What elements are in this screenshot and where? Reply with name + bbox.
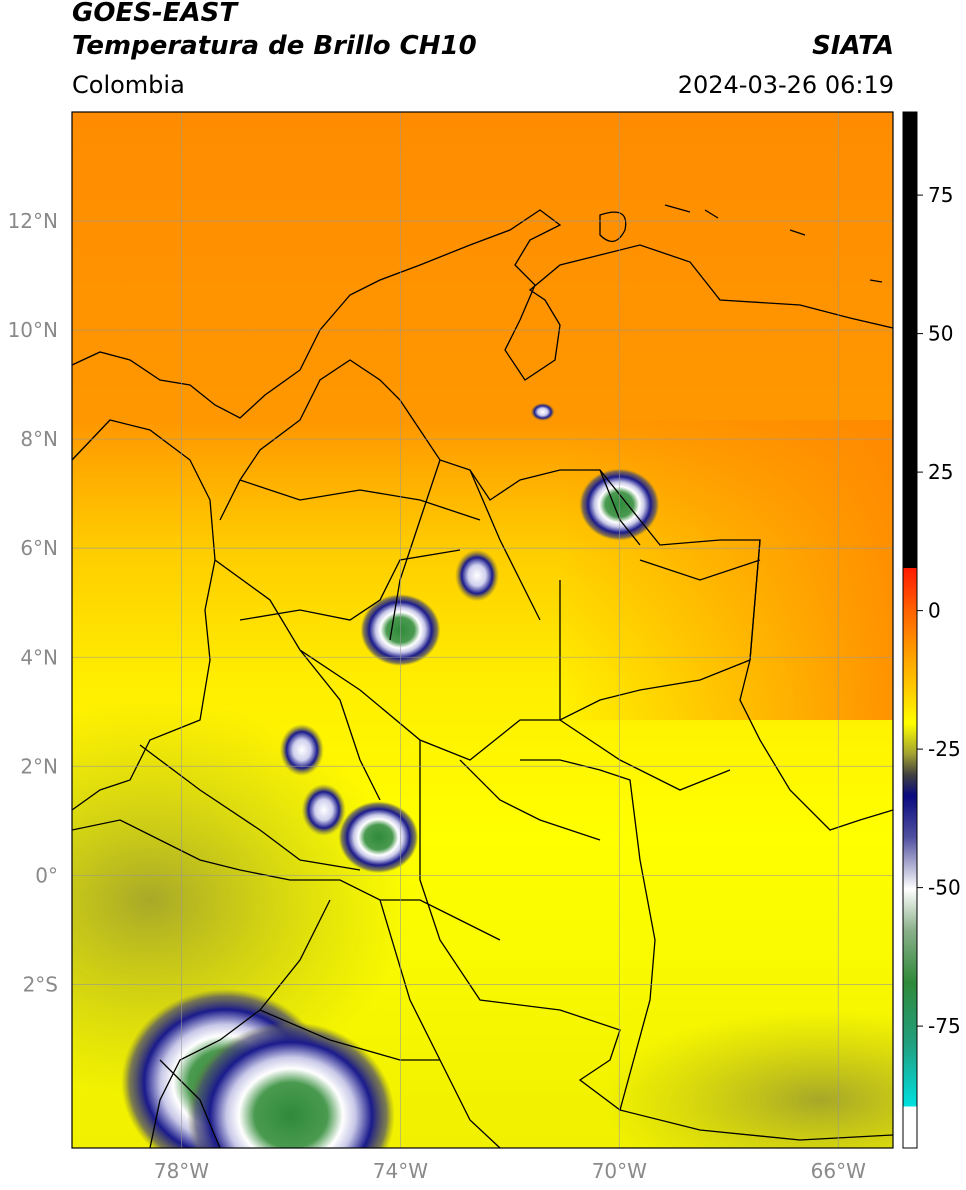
cloud-cell — [530, 402, 555, 421]
lon-tick-label: 70°W — [592, 1159, 647, 1183]
lat-tick-label: 2°N — [20, 754, 58, 778]
colorbar-ticks: 75 50 25 0 -25 -50 -75 — [917, 183, 961, 1038]
timestamp-label: 2024-03-26 06:19 — [677, 71, 894, 99]
colorbar-tick-label: 75 — [928, 183, 953, 207]
colorbar-tick-label: 25 — [928, 460, 953, 484]
colorbar-tick-label: -25 — [928, 737, 961, 761]
cloud-cells — [121, 402, 660, 1148]
colorbar-tick-label: 50 — [928, 322, 953, 346]
cloud-cell — [455, 549, 500, 602]
cloud-cell — [279, 723, 324, 776]
lon-tick-label: 74°W — [373, 1159, 428, 1183]
colorbar-tick-label: -50 — [928, 876, 961, 900]
lon-tick-label: 78°W — [154, 1159, 209, 1183]
graticule — [72, 112, 893, 1148]
region-label: Colombia — [72, 71, 185, 99]
latitude-ticks: 12°N 10°N 8°N 6°N 4°N 2°N 0° 2°S — [8, 209, 58, 996]
map-title-satellite: GOES-EAST — [72, 0, 238, 28]
cloud-cell — [301, 783, 346, 836]
lat-tick-label: 12°N — [8, 209, 58, 233]
cloud-cell — [186, 1021, 395, 1148]
colorbar-tick-label: 0 — [928, 599, 941, 623]
source-label: SIATA — [812, 31, 894, 61]
colorbar — [902, 111, 918, 1149]
lat-tick-label: 6°N — [20, 536, 58, 560]
borders — [72, 204, 893, 1148]
cloud-cell — [338, 801, 419, 874]
map-title-product: Temperatura de Brillo CH10 — [72, 31, 477, 61]
brightness-field-east — [560, 420, 893, 720]
lat-tick-label: 2°S — [23, 972, 58, 996]
lon-tick-label: 66°W — [811, 1159, 866, 1183]
lat-tick-label: 4°N — [20, 645, 58, 669]
lat-tick-label: 0° — [35, 863, 58, 887]
lat-tick-label: 10°N — [8, 318, 58, 342]
map-frame — [71, 111, 894, 1149]
longitude-ticks: 78°W 74°W 70°W 66°W — [154, 1159, 866, 1183]
haze-southeast — [600, 1010, 893, 1148]
lat-tick-label: 8°N — [20, 427, 58, 451]
colorbar-tick-label: -75 — [928, 1014, 961, 1038]
